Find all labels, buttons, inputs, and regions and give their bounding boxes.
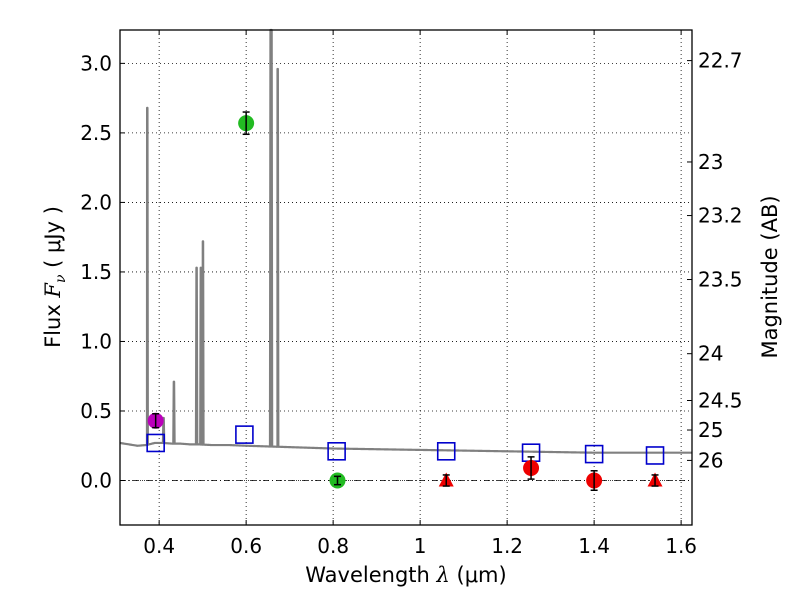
y2-tick-label: 23 <box>698 150 723 174</box>
model-photometry-square <box>146 433 165 453</box>
red-point-4-marker <box>647 472 663 487</box>
green-point-1-marker <box>238 111 255 136</box>
red-point-1-marker <box>438 472 454 487</box>
x-tick-label: 1 <box>414 534 427 558</box>
x-tick-label: 0.4 <box>143 534 175 558</box>
red-point-3-marker <box>586 470 603 491</box>
y2-tick-label: 23.5 <box>698 268 743 292</box>
y-tick-label: 0.0 <box>80 469 112 493</box>
model-photometry-square <box>584 444 604 464</box>
model-photometry-layer <box>146 425 665 465</box>
x-tick-label: 1.4 <box>578 534 610 558</box>
y2-tick-label: 25 <box>698 418 723 442</box>
red-point-2-marker <box>523 456 540 480</box>
y2-axis-label: Magnitude (AB) <box>758 195 782 358</box>
green-point-2-marker <box>329 472 346 489</box>
y2-tick-label: 24 <box>698 342 723 366</box>
model-photometry-square <box>235 425 254 444</box>
plot-frame <box>119 29 693 526</box>
model-photometry-square <box>327 442 346 461</box>
x-tick-label: 0.6 <box>230 534 262 558</box>
y-tick-label: 3.0 <box>80 51 112 75</box>
model-photometry-square <box>436 442 456 461</box>
x-tick-label: 0.8 <box>317 534 349 558</box>
ticks: 0.4 0.6 0.8 1 1.2 1.4 1.6 0.0 0.5 1.0 1.5 2.0 2.5 3.0… <box>80 30 743 558</box>
y-tick-label: 1.5 <box>80 260 112 284</box>
x-tick-label: 1.6 <box>665 534 697 558</box>
y2-tick-label: 22.7 <box>698 49 743 73</box>
y2-tick-label: 24.5 <box>698 388 743 412</box>
magenta-point-marker <box>147 412 164 429</box>
y2-tick-label: 26 <box>698 448 723 472</box>
model-photometry-square <box>645 446 665 465</box>
observed-photometry-layer <box>147 111 663 491</box>
y-tick-label: 2.0 <box>80 190 112 214</box>
y-tick-label: 0.5 <box>80 399 112 423</box>
y-tick-label: 2.5 <box>80 121 112 145</box>
y-axis-label: Flux Fν ( μJy ) <box>41 206 69 348</box>
y-tick-label: 1.0 <box>80 329 112 353</box>
x-axis-label: Wavelength λ (μm) <box>305 563 506 587</box>
spectrum-layer <box>119 28 692 454</box>
x-tick-label: 1.2 <box>491 534 523 558</box>
y2-tick-label: 23.2 <box>698 204 743 228</box>
spectrum-line <box>119 28 692 454</box>
